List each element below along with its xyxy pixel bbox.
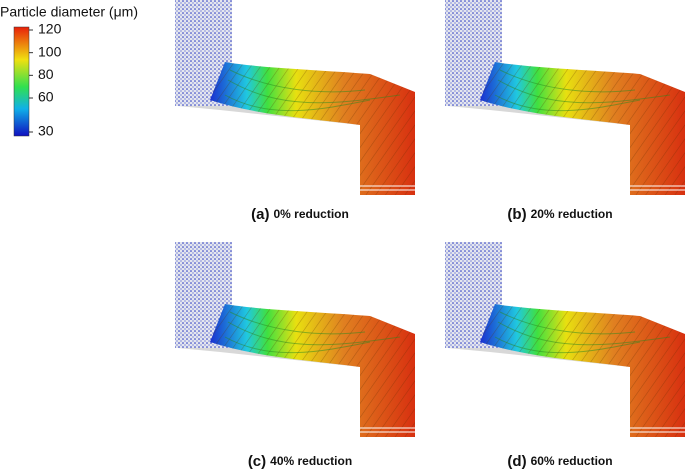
- trajectory-image: [444, 241, 685, 438]
- panels: (a) 0% reduction (b) 20% reduction (c) 40% re…: [174, 0, 685, 470]
- panel-caption: 0% reduction: [273, 207, 348, 221]
- trajectory-image: [444, 0, 685, 196]
- panel-letter: (a): [251, 206, 269, 223]
- panel-caption: 20% reduction: [531, 207, 613, 221]
- panel-letter: (b): [507, 206, 526, 223]
- trajectory-image: [174, 0, 416, 196]
- colorbar-ticks: 30 60 80 100 120: [29, 21, 62, 139]
- panel-letter: (d): [507, 453, 526, 470]
- colorbar-tick-label: 80: [38, 66, 54, 82]
- panel-caption: 60% reduction: [531, 454, 613, 468]
- colorbar-tick-label: 100: [38, 43, 62, 59]
- panel-label: (a) 0% reduction: [251, 206, 349, 223]
- panel-letter: (c): [248, 453, 266, 470]
- colorbar-tick-label: 30: [38, 123, 54, 139]
- trajectory-image: [174, 241, 416, 438]
- panel-caption: 40% reduction: [270, 454, 352, 468]
- colorbar-tick-label: 60: [38, 89, 54, 105]
- panel-label: (c) 40% reduction: [248, 453, 352, 470]
- panel-label: (b) 20% reduction: [507, 206, 612, 223]
- panel-label: (d) 60% reduction: [507, 453, 612, 470]
- colorbar: [13, 26, 30, 137]
- colorbar-tick-label: 120: [38, 21, 62, 37]
- colorbar-title: Particle diameter (μm): [0, 4, 138, 20]
